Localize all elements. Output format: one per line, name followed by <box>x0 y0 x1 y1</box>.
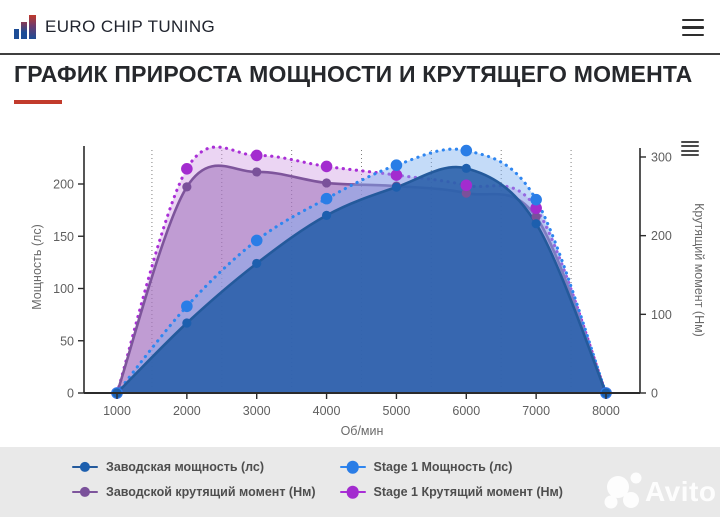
y-right-tick-label: 100 <box>651 308 672 322</box>
y-right-tick-label: 0 <box>651 387 658 401</box>
series-marker-2 <box>461 188 471 198</box>
bottom-band <box>0 447 720 517</box>
brand-name: EURO CHIP TUNING <box>45 16 216 36</box>
chart: 0 50 100 150 200 0 100 200 300 1000 2000 3000 4000 50… <box>0 128 720 458</box>
series-marker-1 <box>530 193 542 206</box>
avito-logo-icon <box>604 472 642 509</box>
x-tick-label: 8000 <box>592 404 620 418</box>
series-marker-0 <box>321 210 332 220</box>
x-tick-label: 5000 <box>383 404 411 418</box>
legend-marker-icon <box>72 461 98 473</box>
legend-item-2[interactable]: Заводской крутящий момент (Нм) <box>72 481 316 503</box>
legend-label: Stage 1 Мощность (лс) <box>373 460 513 474</box>
x-tick-label: 2000 <box>173 404 201 418</box>
avito-watermark-label: Avito <box>645 476 717 507</box>
series-marker-1 <box>320 192 333 205</box>
series-marker-2 <box>252 167 262 177</box>
legend-label: Заводской крутящий момент (Нм) <box>106 485 316 499</box>
series-marker-2 <box>182 182 192 192</box>
legend-label: Заводская мощность (лс) <box>106 460 265 474</box>
legend-item-0[interactable]: Заводская мощность (лс) <box>72 456 316 478</box>
legend-item-3[interactable]: Stage 1 Крутящий момент (Нм) <box>339 481 563 503</box>
legend-item-1[interactable]: Stage 1 Мощность (лс) <box>339 456 563 478</box>
y-axis-left-title: Мощность (лс) <box>30 224 44 310</box>
series-marker-3 <box>181 162 193 175</box>
page-title: ГРАФИК ПРИРОСТА МОЩНОСТИ И КРУТЯЩЕГО МОМ… <box>14 61 693 87</box>
series-marker-1 <box>390 159 403 171</box>
series-marker-0 <box>531 219 541 229</box>
series-line-1 <box>115 147 608 395</box>
x-tick-label: 7000 <box>522 404 550 418</box>
brand: EURO CHIP TUNING <box>14 14 215 39</box>
x-axis-title: Об/мин <box>340 424 384 438</box>
y-right-tick-label: 200 <box>651 229 672 243</box>
series-marker-1 <box>250 234 263 247</box>
x-tick-label: 1000 <box>103 404 131 418</box>
y-left-tick-label: 0 <box>67 387 74 401</box>
series-marker-1 <box>181 300 193 313</box>
title-accent <box>14 100 62 104</box>
legend-marker-icon <box>339 485 366 499</box>
hamburger-menu-icon[interactable] <box>682 19 704 36</box>
series-line-3 <box>115 145 608 395</box>
series-marker-0 <box>461 163 471 173</box>
y-axis-right-title: Крутящий момент (Нм) <box>692 203 706 337</box>
series-marker-0 <box>252 258 262 269</box>
y-left-tick-label: 150 <box>53 230 74 244</box>
legend-label: Stage 1 Крутящий момент (Нм) <box>373 485 563 499</box>
x-tick-label: 3000 <box>243 404 271 418</box>
x-tick-label: 6000 <box>452 404 480 418</box>
y-left-tick-label: 200 <box>53 178 74 192</box>
series-marker-3 <box>250 149 263 162</box>
legend-marker-icon <box>72 486 98 498</box>
y-right-tick-label: 300 <box>651 150 672 164</box>
series-marker-2 <box>531 212 541 222</box>
header: EURO CHIP TUNING <box>0 0 720 55</box>
series-marker-1 <box>460 144 473 157</box>
legend: Заводская мощность (лс) Stage 1 Мощность … <box>72 456 563 503</box>
series-marker-0 <box>391 182 402 192</box>
series-fill-0 <box>117 167 606 393</box>
legend-marker-icon <box>339 460 366 474</box>
x-tick-label: 4000 <box>313 404 341 418</box>
avito-watermark: Avito <box>598 470 720 514</box>
series-line-0 <box>115 165 608 395</box>
y-left-tick-label: 50 <box>60 334 74 348</box>
series-marker-3 <box>320 160 333 173</box>
series-marker-3 <box>390 169 403 181</box>
series-marker-3 <box>460 179 473 192</box>
series-marker-2 <box>321 178 332 188</box>
chart-menu-icon[interactable] <box>681 141 699 156</box>
series-marker-3 <box>530 202 542 214</box>
brand-logo-icon <box>14 14 36 39</box>
series-marker-0 <box>182 318 192 328</box>
y-left-tick-label: 100 <box>53 282 74 296</box>
